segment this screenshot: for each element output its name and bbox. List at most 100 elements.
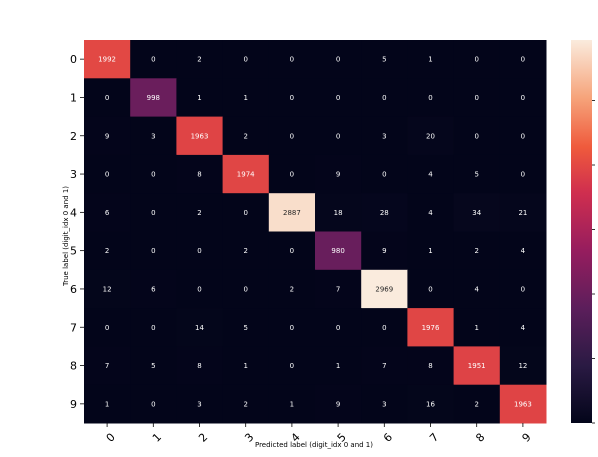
colorbar-ticks <box>592 100 595 424</box>
cell-value-label: 0 <box>290 56 294 64</box>
cell-value-label: 0 <box>336 324 340 332</box>
cell-value-label: 4 <box>521 324 526 332</box>
heatmap-cell <box>499 154 547 194</box>
heatmap-cell <box>176 384 224 424</box>
heatmap-cell <box>361 346 408 386</box>
cell-value-label: 2887 <box>283 209 301 217</box>
heatmap-cell <box>130 308 177 347</box>
cell-value-label: 0 <box>243 285 247 293</box>
cell-value-label: 18 <box>334 209 343 217</box>
cell-value-label: 0 <box>521 94 525 102</box>
cell-value-label: 1 <box>428 247 432 255</box>
heatmap-cell <box>176 116 224 156</box>
cell-value-label: 7 <box>336 285 340 293</box>
cell-value-label: 9 <box>382 247 386 255</box>
cell-value-label: 2 <box>197 56 201 64</box>
cell-value-label: 998 <box>147 94 160 102</box>
heatmap-cell <box>268 116 316 156</box>
cell-value-label: 1 <box>105 400 109 408</box>
heatmap-cell <box>84 193 131 232</box>
cell-value-label: 0 <box>474 56 478 64</box>
heatmap-cell <box>84 231 131 271</box>
cell-value-label: 0 <box>336 94 340 102</box>
cell-value-label: 2 <box>243 247 247 255</box>
cell-value-label: 4 <box>521 247 526 255</box>
cell-value-label: 0 <box>521 285 525 293</box>
cell-value-label: 9 <box>336 400 340 408</box>
x-tick-label: 9 <box>520 431 534 445</box>
cell-value-label: 0 <box>521 56 525 64</box>
y-tick-label: 2 <box>70 130 77 143</box>
cell-value-label: 0 <box>197 247 201 255</box>
cell-value-label: 0 <box>428 94 432 102</box>
cell-value-label: 0 <box>105 171 109 179</box>
heatmap-cell <box>407 40 455 79</box>
heatmap-cell <box>84 154 131 194</box>
cell-value-label: 1963 <box>514 400 532 408</box>
cell-value-label: 14 <box>195 324 204 332</box>
heatmap-cell <box>315 116 362 156</box>
heatmap-cell <box>176 346 224 386</box>
heatmap-cells: 1992 0 2 0 0 0 5 1 0 00 998 1 1 0 0 0 0 0 09 3 1963 2 0 0 3 20 0 00… <box>84 40 547 424</box>
cell-value-label: 0 <box>151 209 155 217</box>
heatmap-cell <box>453 78 501 118</box>
heatmap-cell <box>453 40 501 79</box>
heatmap-cell <box>499 116 547 156</box>
cell-value-label: 7 <box>382 362 386 370</box>
heatmap-cell <box>222 231 270 271</box>
cell-value-label: 0 <box>290 94 294 102</box>
cell-value-label: 21 <box>518 209 527 217</box>
cell-value-label: 8 <box>428 362 432 370</box>
cell-value-label: 0 <box>382 94 386 102</box>
heatmap-cell <box>407 231 455 271</box>
heatmap-cell <box>407 116 455 156</box>
cell-value-label: 0 <box>243 56 247 64</box>
heatmap-cell <box>315 40 362 79</box>
heatmap-cell <box>453 269 501 309</box>
heatmap-cell <box>361 193 408 232</box>
cell-value-label: 8 <box>197 362 201 370</box>
cell-value-label: 0 <box>290 171 294 179</box>
heatmap-cell <box>268 308 316 347</box>
heatmap-cell <box>453 116 501 156</box>
heatmap-cell <box>499 269 547 309</box>
cell-value-label: 2 <box>243 132 247 140</box>
x-tick-label: 0 <box>104 431 118 445</box>
heatmap-cell <box>268 346 316 386</box>
cell-value-label: 1 <box>197 94 201 102</box>
cell-value-label: 0 <box>290 132 294 140</box>
cell-value-label: 4 <box>428 209 433 217</box>
heatmap-cell <box>499 193 547 232</box>
cell-value-label: 0 <box>151 171 155 179</box>
cell-value-label: 0 <box>105 94 109 102</box>
y-tick-label: 5 <box>70 245 77 258</box>
cell-value-label: 1976 <box>422 324 440 332</box>
cell-value-label: 5 <box>151 362 155 370</box>
cell-value-label: 0 <box>290 324 294 332</box>
cell-value-label: 1974 <box>237 171 255 179</box>
cell-value-label: 0 <box>151 56 155 64</box>
cell-value-label: 34 <box>472 209 481 217</box>
heatmap-cell <box>407 346 455 386</box>
cell-value-label: 0 <box>521 132 525 140</box>
x-tick-label: 1 <box>150 431 164 445</box>
cell-value-label: 3 <box>382 132 386 140</box>
cell-value-label: 5 <box>382 56 386 64</box>
y-tick-label: 0 <box>70 53 77 66</box>
heatmap-cell <box>499 40 547 79</box>
cell-value-label: 2 <box>243 400 247 408</box>
heatmap-cell <box>84 78 131 118</box>
heatmap-cell <box>315 154 362 194</box>
heatmap-cell <box>315 346 362 386</box>
cell-value-label: 0 <box>428 285 432 293</box>
cell-value-label: 0 <box>290 362 294 370</box>
heatmap-cell <box>361 269 408 309</box>
heatmap-cell <box>222 346 270 386</box>
cell-value-label: 12 <box>518 362 527 370</box>
cell-value-label: 7 <box>105 362 109 370</box>
cell-value-label: 1 <box>474 324 478 332</box>
heatmap-cell <box>130 40 177 79</box>
heatmap-cell <box>407 269 455 309</box>
heatmap-cell <box>130 193 177 232</box>
